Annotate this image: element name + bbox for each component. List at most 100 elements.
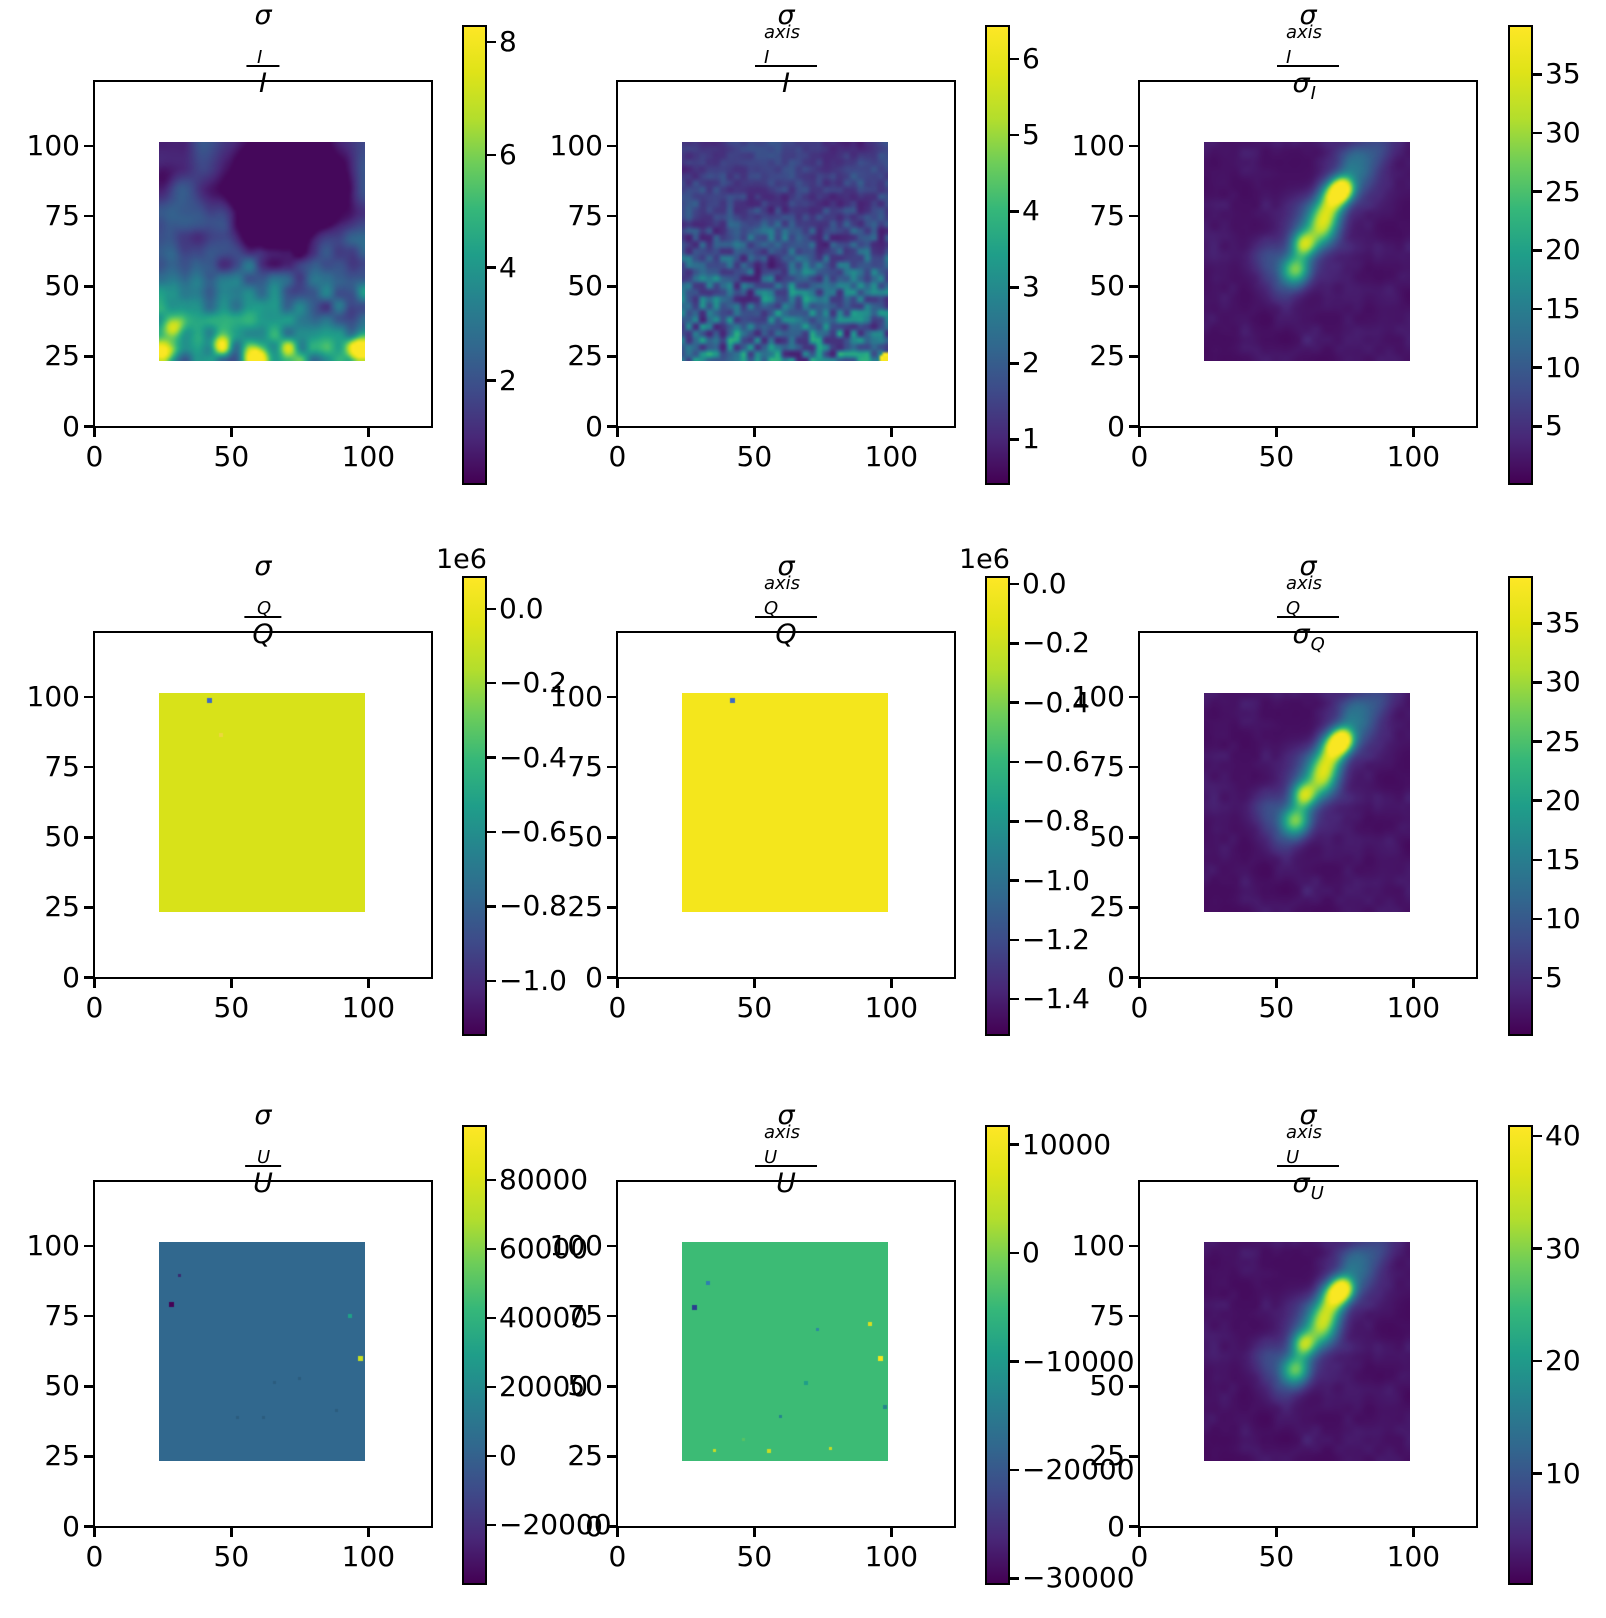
y-tick-mark [84, 1455, 93, 1458]
denominator-scripts: Q [1310, 620, 1325, 654]
colorbar-tick-mark [1533, 858, 1542, 862]
title-fraction: σ axis Q Q [755, 551, 817, 651]
colorbar [462, 25, 487, 485]
colorbar-tick-label: 0.0 [499, 591, 544, 625]
colorbar-tick-mark [487, 1178, 496, 1182]
colorbar-tick-mark [1533, 799, 1542, 802]
y-tick-mark [1129, 285, 1138, 288]
colorbar-tick-label: 25 [1545, 174, 1581, 208]
y-tick-mark [1129, 1525, 1138, 1528]
sigma-symbol: σ [777, 0, 795, 31]
heatmap-image-sigma-u-axis-over-u [682, 1242, 888, 1461]
numerator-subscript: Q [764, 598, 779, 619]
x-tick-label: 0 [85, 991, 104, 1024]
colorbar-tick-mark [1010, 210, 1019, 213]
y-tick-label: 50 [44, 269, 80, 303]
colorbar-tick-mark [487, 1316, 496, 1320]
colorbar-tick-mark [1533, 976, 1542, 980]
denominator-base: I [782, 68, 790, 99]
y-tick-label: 25 [567, 339, 603, 373]
sigma-symbol: σ [777, 551, 795, 582]
colorbar-tick-mark [1533, 681, 1542, 684]
heatmap-image-sigma-q-axis-over-sigma-q [1204, 693, 1410, 912]
colorbar-tick-mark [1533, 917, 1542, 921]
x-tick-mark [367, 428, 370, 437]
denominator-base: U [253, 1168, 273, 1199]
plot-box [93, 80, 433, 428]
colorbar-tick-mark [487, 979, 496, 983]
x-tick-mark [616, 428, 619, 437]
x-tick-label: 100 [1386, 440, 1441, 473]
colorbar-offset-label: 1e6 [436, 544, 487, 575]
title-numerator: σ axis U [1277, 1100, 1339, 1167]
x-tick-mark [1138, 1528, 1141, 1537]
x-tick-mark [93, 1528, 96, 1537]
x-tick-mark [753, 979, 756, 988]
colorbar-tick-mark [487, 607, 496, 610]
x-tick-mark [616, 979, 619, 988]
heatmap-image-sigma-i-over-i [159, 142, 365, 361]
colorbar-tick-mark [487, 1385, 496, 1389]
colorbar-tick-label: 8 [499, 24, 517, 58]
x-tick-label: 50 [213, 440, 250, 473]
numerator-scripts: U [256, 1133, 270, 1167]
y-tick-mark [1129, 355, 1138, 358]
colorbar-tick-label: 15 [1545, 842, 1581, 876]
heatmap-image-sigma-q-over-q [159, 693, 365, 912]
colorbar-tick-label: 1 [1022, 422, 1040, 456]
colorbar-tick-mark [1010, 438, 1019, 441]
x-tick-mark [1138, 428, 1141, 437]
colorbar-tick-mark [487, 1523, 496, 1527]
colorbar-tick-mark [1533, 425, 1542, 428]
colorbar-tick-mark [1010, 1251, 1019, 1255]
y-tick-label: 25 [1089, 890, 1125, 924]
colorbar [1508, 576, 1533, 1036]
x-tick-label: 50 [1258, 991, 1295, 1024]
colorbar-tick-label: −20000 [499, 1508, 612, 1541]
colorbar-tick-label: 20 [1545, 233, 1581, 267]
plot-box [616, 1180, 956, 1528]
colorbar-tick-mark [1533, 307, 1542, 311]
colorbar-tick-label: −0.2 [499, 666, 567, 700]
colorbar-tick-mark [1010, 760, 1019, 764]
y-tick-mark [84, 1244, 93, 1248]
plot-box [1138, 80, 1478, 428]
y-tick-label: 0 [62, 409, 80, 443]
colorbar-tick-label: 20 [1545, 1344, 1581, 1378]
x-tick-label: 50 [736, 440, 773, 473]
colorbar-tick-mark [1533, 1472, 1542, 1475]
colorbar-tick-mark [1533, 131, 1542, 135]
y-tick-label: 0 [1107, 1509, 1125, 1543]
panel-title: σ axis I I [755, 0, 817, 100]
y-tick-mark [607, 1314, 616, 1318]
y-tick-mark [607, 285, 616, 288]
colorbar-tick-mark [487, 830, 496, 834]
colorbar-tick-label: 35 [1545, 606, 1581, 640]
y-tick-mark [1129, 695, 1138, 699]
colorbar-tick-mark [1533, 366, 1542, 369]
y-tick-mark [607, 1244, 616, 1248]
colorbar-tick-mark [1010, 1143, 1019, 1146]
y-tick-label: 25 [44, 1439, 80, 1473]
sigma-symbol: σ [777, 1100, 795, 1131]
y-tick-mark [607, 976, 616, 979]
x-tick-mark [753, 1528, 756, 1537]
title-numerator: σ axis I [755, 0, 817, 67]
colorbar-tick-label: 40 [1545, 1119, 1581, 1153]
x-tick-label: 100 [864, 991, 919, 1024]
y-tick-label: 75 [1089, 750, 1125, 784]
y-tick-label: 50 [567, 820, 603, 854]
denominator-base: σ [1292, 68, 1310, 99]
colorbar-tick-label: 6 [1022, 42, 1040, 76]
colorbar-tick-mark [1533, 249, 1542, 252]
colorbar-tick-label: 60000 [499, 1232, 589, 1266]
numerator-scripts: axis I [763, 24, 809, 67]
y-tick-label: 100 [26, 1229, 80, 1263]
y-tick-label: 25 [1089, 1439, 1125, 1473]
